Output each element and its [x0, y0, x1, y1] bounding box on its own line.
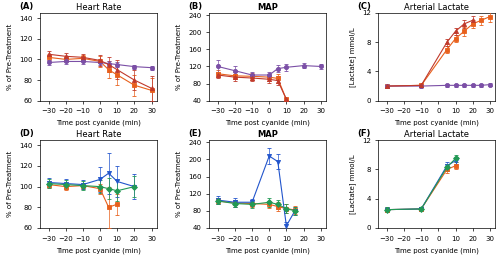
- Title: Heart Rate: Heart Rate: [76, 130, 121, 139]
- X-axis label: Time post cyanide (min): Time post cyanide (min): [56, 247, 141, 254]
- X-axis label: Time post cyanide (min): Time post cyanide (min): [394, 120, 479, 126]
- Text: (B): (B): [188, 2, 202, 11]
- Title: MAP: MAP: [257, 130, 278, 139]
- Title: Arterial Lactate: Arterial Lactate: [404, 3, 469, 12]
- Title: Heart Rate: Heart Rate: [76, 3, 121, 12]
- Text: (D): (D): [19, 129, 34, 138]
- X-axis label: Time post cyanide (min): Time post cyanide (min): [56, 120, 141, 126]
- Title: MAP: MAP: [257, 3, 278, 12]
- Title: Arterial Lactate: Arterial Lactate: [404, 130, 469, 139]
- Text: (F): (F): [358, 129, 370, 138]
- X-axis label: Time post cyanide (min): Time post cyanide (min): [225, 120, 310, 126]
- X-axis label: Time post cyanide (min): Time post cyanide (min): [394, 247, 479, 254]
- Y-axis label: % of Pre-Treatment: % of Pre-Treatment: [176, 151, 182, 217]
- Y-axis label: % of Pre-Treatment: % of Pre-Treatment: [176, 24, 182, 90]
- Y-axis label: [Lactate] mmol/L: [Lactate] mmol/L: [350, 27, 356, 87]
- Y-axis label: % of Pre-Treatment: % of Pre-Treatment: [8, 24, 14, 90]
- X-axis label: Time post cyanide (min): Time post cyanide (min): [225, 247, 310, 254]
- Text: (A): (A): [19, 2, 33, 11]
- Y-axis label: % of Pre-Treatment: % of Pre-Treatment: [8, 151, 14, 217]
- Text: (E): (E): [188, 129, 202, 138]
- Text: (C): (C): [358, 2, 371, 11]
- Y-axis label: [Lactate] mmol/L: [Lactate] mmol/L: [350, 154, 356, 214]
